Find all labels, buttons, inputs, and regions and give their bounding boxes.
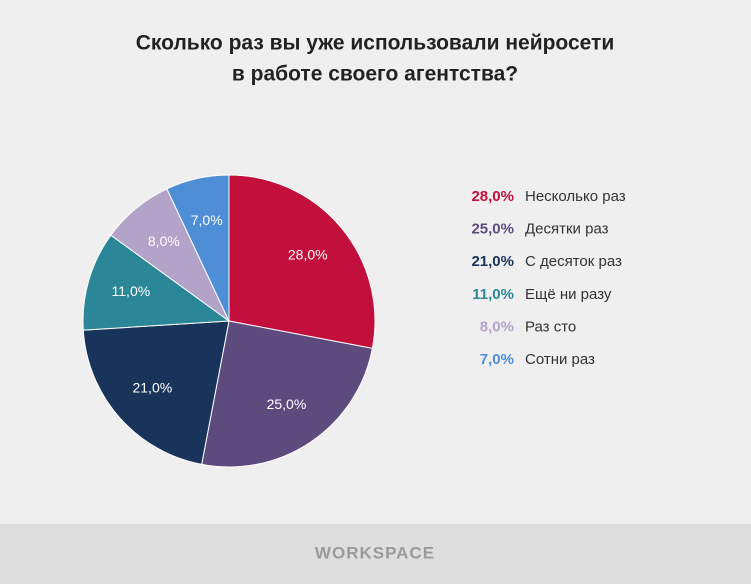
- legend-value: 8,0%: [480, 318, 514, 335]
- legend-label: Десятки раз: [525, 221, 609, 238]
- legend-label: Раз сто: [525, 318, 576, 335]
- pie-slice: [201, 320, 373, 468]
- pie-slice: [166, 174, 230, 322]
- slice-label: 7,0%: [191, 212, 223, 228]
- legend-label: Ещё ни разу: [525, 286, 612, 303]
- footer-band: [0, 524, 751, 584]
- slice-label: 28,0%: [288, 247, 328, 263]
- pie-slice: [82, 320, 230, 465]
- legend-value: 21,0%: [471, 253, 514, 270]
- chart-title: в работе своего агентства?: [232, 63, 518, 86]
- legend-value: 11,0%: [472, 286, 514, 303]
- pie-slice: [228, 174, 376, 349]
- legend-label: С десяток раз: [525, 253, 622, 270]
- legend-value: 28,0%: [471, 188, 514, 205]
- legend-value: 7,0%: [480, 351, 514, 368]
- slice-label: 21,0%: [132, 379, 172, 395]
- legend-label: Сотни раз: [525, 351, 595, 368]
- slice-label: 25,0%: [267, 396, 307, 412]
- chart-title: Сколько раз вы уже использовали нейросет…: [136, 32, 615, 55]
- slice-label: 11,0%: [112, 283, 151, 299]
- slice-label: 8,0%: [148, 233, 180, 249]
- pie-slice: [82, 234, 231, 331]
- legend-label: Несколько раз: [525, 188, 626, 205]
- footer-logo: WORKSPACE: [315, 543, 435, 562]
- legend-value: 25,0%: [471, 221, 514, 238]
